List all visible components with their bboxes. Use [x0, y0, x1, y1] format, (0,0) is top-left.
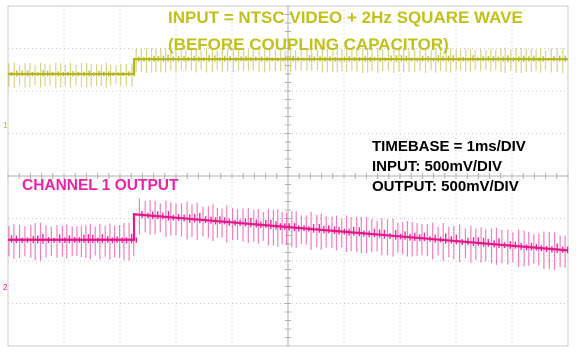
input-scale-setting: INPUT: 500mV/DIV	[372, 158, 503, 175]
output-scale-setting: OUTPUT: 500mV/DIV	[372, 178, 519, 195]
timebase-setting: TIMEBASE = 1ms/DIV	[372, 138, 526, 155]
input-trace	[8, 47, 568, 88]
trace-envelope	[8, 198, 566, 270]
graticule-grid	[7, 5, 569, 347]
trace-baseline	[8, 213, 569, 252]
output-trace	[8, 198, 569, 270]
output-label: CHANNEL 1 OUTPUT	[22, 177, 179, 194]
input-title: INPUT = NTSC VIDEO + 2Hz SQUARE WAVE	[168, 8, 523, 27]
channel-1-marker: 1	[3, 121, 8, 130]
trace-baseline	[8, 58, 568, 76]
input-subtitle: (BEFORE COUPLING CAPACITOR)	[168, 35, 449, 54]
channel-2-marker: 2	[3, 283, 8, 292]
